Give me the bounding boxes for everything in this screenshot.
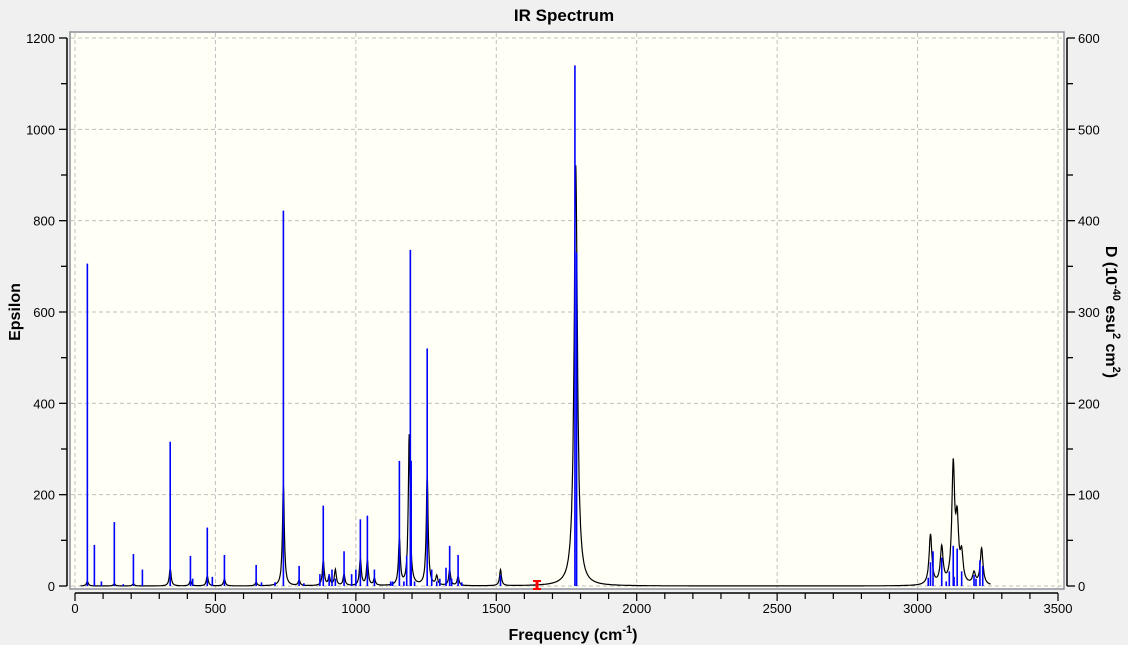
x-tick-label: 3500: [1044, 601, 1073, 616]
y-tick-label: 1200: [26, 31, 55, 46]
y2-axis-title: D (10-40 esu2 cm2): [1102, 246, 1122, 378]
x-axis-title: Frequency (cm-1): [509, 624, 638, 644]
frequency-marker[interactable]: [533, 580, 542, 590]
y2-tick-label: 400: [1078, 214, 1100, 229]
chart-title: IR Spectrum: [514, 6, 614, 25]
y-tick-label: 1000: [26, 122, 55, 137]
y-tick-label: 800: [33, 214, 55, 229]
x-tick-label: 2000: [622, 601, 651, 616]
y2-tick-label: 0: [1078, 579, 1085, 594]
x-tick-label: 1000: [341, 601, 370, 616]
y2-tick-label: 200: [1078, 396, 1100, 411]
y-tick-label: 200: [33, 488, 55, 503]
y2-tick-label: 500: [1078, 122, 1100, 137]
x-tick-label: 1500: [482, 601, 511, 616]
y2-tick-label: 100: [1078, 488, 1100, 503]
axes: 0 200 400 600 800 1000 1200 0 100 200 300 400 500 600…: [26, 31, 1100, 616]
marker-handle-icon[interactable]: [533, 580, 542, 590]
x-tick-label: 2500: [763, 601, 792, 616]
x-tick-label: 0: [71, 601, 78, 616]
y-tick-label: 400: [33, 396, 55, 411]
x-tick-label: 500: [205, 601, 227, 616]
y2-tick-label: 600: [1078, 31, 1100, 46]
x-tick-label: 3000: [903, 601, 932, 616]
y-axis-title: Epsilon: [7, 283, 24, 341]
y-tick-label: 0: [48, 579, 55, 594]
sticks-group: [86, 65, 984, 586]
plot-area: [69, 31, 1065, 590]
y2-tick-label: 300: [1078, 305, 1100, 320]
y-tick-label: 600: [33, 305, 55, 320]
